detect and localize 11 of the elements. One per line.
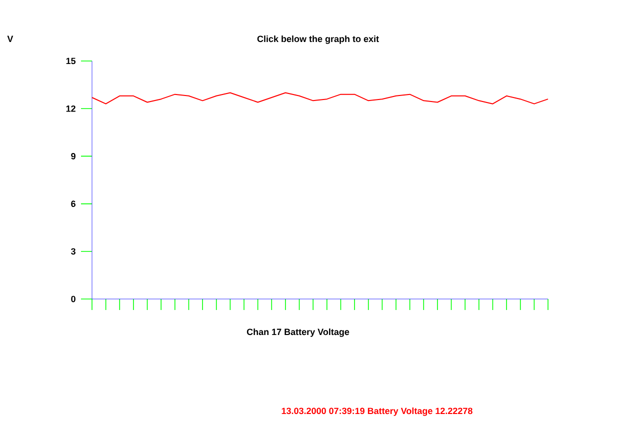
text: V <box>7 36 14 42</box>
y-tick-label: 12 <box>66 105 76 112</box>
chart-title: Click below the graph to exit <box>257 35 379 44</box>
y-tick-label: 0 <box>71 296 76 302</box>
x-axis-title: Chan 17 Battery Voltage <box>246 328 350 337</box>
y-tick-label: 9 <box>71 153 76 160</box>
text: 13.03.2000 07:39:19 Battery Voltage 12.22278 <box>282 407 472 416</box>
line-series <box>92 92 549 104</box>
y-tick-label: 3 <box>71 248 76 255</box>
y-tick-label: 6 <box>71 200 76 207</box>
y-tick-label: 15 <box>66 58 76 64</box>
